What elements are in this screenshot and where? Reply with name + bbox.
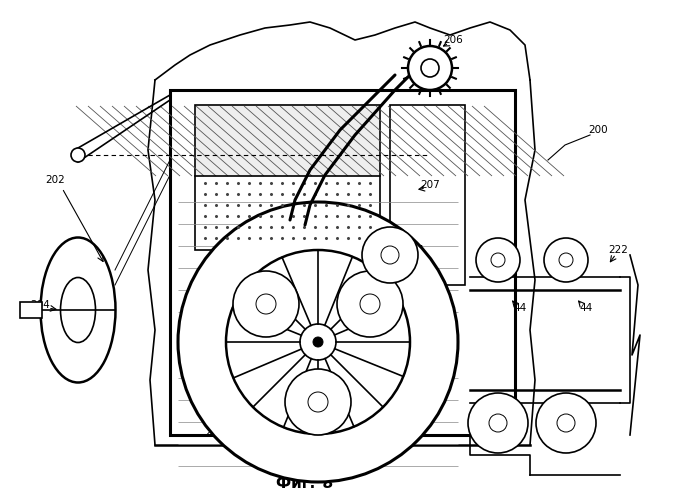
Bar bbox=[20, 302, 42, 318]
Circle shape bbox=[544, 238, 588, 282]
Circle shape bbox=[313, 337, 323, 347]
Ellipse shape bbox=[61, 278, 96, 342]
Text: 206: 206 bbox=[443, 35, 463, 45]
Text: 212: 212 bbox=[398, 413, 418, 423]
Text: Фиг.: Фиг. bbox=[275, 476, 320, 490]
Circle shape bbox=[256, 294, 276, 314]
Circle shape bbox=[233, 271, 299, 337]
Circle shape bbox=[360, 294, 380, 314]
Text: 8: 8 bbox=[323, 476, 334, 490]
Text: 200: 200 bbox=[588, 125, 608, 135]
Circle shape bbox=[557, 414, 575, 432]
Circle shape bbox=[178, 202, 458, 482]
Text: 44: 44 bbox=[513, 303, 527, 313]
Text: 207: 207 bbox=[420, 180, 440, 190]
Text: 205: 205 bbox=[322, 150, 342, 160]
Ellipse shape bbox=[40, 238, 116, 382]
Text: 222: 222 bbox=[608, 245, 628, 255]
Circle shape bbox=[300, 324, 336, 360]
Circle shape bbox=[337, 271, 403, 337]
Circle shape bbox=[362, 227, 418, 283]
Text: 224: 224 bbox=[488, 243, 508, 253]
Circle shape bbox=[468, 393, 528, 453]
Circle shape bbox=[536, 393, 596, 453]
Text: 204: 204 bbox=[30, 300, 50, 310]
Circle shape bbox=[491, 253, 505, 267]
Text: 212: 212 bbox=[355, 427, 375, 437]
Circle shape bbox=[285, 369, 351, 435]
Text: 226: 226 bbox=[556, 243, 576, 253]
Text: 44: 44 bbox=[579, 303, 593, 313]
Circle shape bbox=[226, 250, 410, 434]
Text: 212: 212 bbox=[360, 447, 380, 457]
Text: 10: 10 bbox=[351, 238, 369, 252]
Bar bbox=[390, 105, 465, 285]
Text: 210: 210 bbox=[205, 427, 225, 437]
Circle shape bbox=[421, 59, 439, 77]
Bar bbox=[196, 106, 379, 176]
Circle shape bbox=[71, 148, 85, 162]
Circle shape bbox=[489, 414, 507, 432]
Text: 10: 10 bbox=[277, 326, 304, 344]
Circle shape bbox=[308, 392, 328, 412]
Bar bbox=[195, 105, 380, 250]
Text: 211: 211 bbox=[405, 245, 425, 255]
Circle shape bbox=[408, 46, 452, 90]
Text: 202: 202 bbox=[45, 175, 65, 185]
Circle shape bbox=[559, 253, 573, 267]
Circle shape bbox=[381, 246, 399, 264]
Bar bbox=[170, 90, 515, 435]
Circle shape bbox=[476, 238, 520, 282]
